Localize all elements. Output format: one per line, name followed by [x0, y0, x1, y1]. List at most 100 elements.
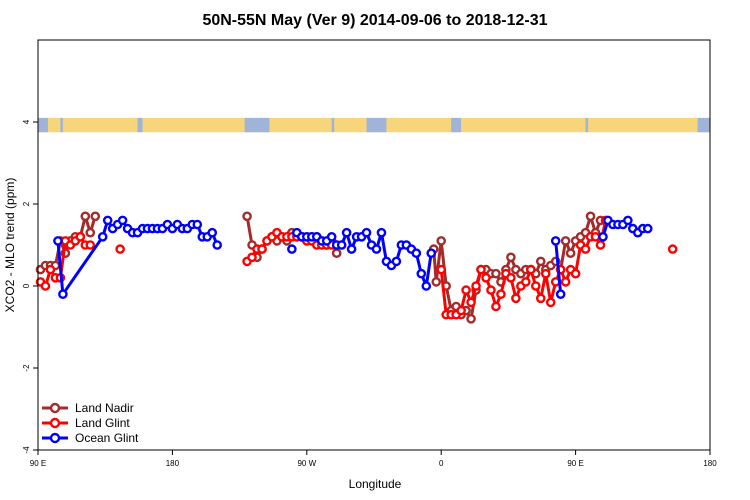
ocean-glint-point	[642, 223, 653, 234]
land-glint-point	[545, 297, 556, 308]
strip-ocean-segment	[585, 117, 589, 133]
legend-label-land-nadir: Land Nadir	[75, 401, 134, 415]
land-glint-point	[466, 297, 476, 308]
ocean-glint-point	[598, 231, 608, 242]
land-nadir-point	[90, 211, 101, 222]
x-tick-label: 90 E	[567, 459, 583, 468]
ocean-glint-point	[550, 236, 561, 246]
land-glint-point	[535, 293, 546, 304]
land-nadir-point	[85, 227, 96, 238]
legend-marker-land-nadir	[49, 402, 61, 414]
land-glint-point	[257, 244, 267, 254]
land-glint-point	[481, 272, 491, 283]
strip-ocean-segment	[697, 117, 710, 133]
land-glint-point	[595, 240, 606, 250]
x-tick-label: 180	[703, 459, 717, 468]
land-nadir-point	[491, 268, 501, 279]
land-nadir-point	[535, 256, 546, 267]
land-glint-point	[570, 268, 581, 279]
y-tick-label: 4	[22, 119, 31, 124]
ocean-glint-point	[421, 281, 432, 291]
land-glint-point	[530, 281, 541, 291]
land-nadir-point	[431, 277, 442, 287]
land-glint-point	[45, 264, 56, 275]
land-nadir-point	[242, 211, 252, 222]
land-nadir-point	[506, 252, 516, 263]
strip-ocean-segment	[331, 117, 335, 133]
legend-label-land-glint: Land Glint	[75, 416, 130, 430]
land-glint-point	[471, 281, 481, 291]
ocean-glint-point	[411, 248, 422, 258]
ocean-glint-point	[58, 289, 68, 300]
plot-frame	[37, 39, 711, 451]
ocean-glint-point	[391, 256, 402, 267]
strip-ocean-segment	[366, 117, 387, 133]
land-glint-point	[40, 281, 51, 291]
land-glint-point	[580, 244, 591, 254]
land-nadir-point	[466, 313, 476, 324]
land-glint-point	[247, 252, 257, 263]
ocean-glint-point	[341, 227, 352, 238]
land-glint-point	[590, 231, 601, 242]
x-tick-label: 0	[439, 459, 444, 468]
land-glint-point	[491, 301, 501, 312]
x-tick-label: 90 W	[297, 459, 316, 468]
ocean-glint-point	[287, 244, 297, 254]
ocean-glint-point	[192, 219, 203, 230]
land-glint-point	[461, 285, 471, 295]
strip-ocean-segment	[244, 117, 270, 133]
ocean-glint-point	[326, 231, 337, 242]
strip-ocean-segment	[451, 117, 462, 133]
ocean-glint-point	[371, 244, 382, 254]
land-glint-point	[511, 293, 521, 304]
legend-label-ocean-glint: Ocean Glint	[75, 431, 139, 445]
land-glint-point	[456, 305, 466, 316]
strip-ocean-segment	[137, 117, 143, 133]
ocean-glint-point	[53, 236, 63, 246]
axes-layer: 90 E 180 90 W 0 90 E 180 -4 -2 0 2 4	[22, 119, 717, 468]
land-nadir-point	[565, 248, 576, 258]
ocean-glint-point	[555, 289, 566, 300]
ocean-glint-point	[102, 215, 113, 226]
land-glint-point	[496, 289, 506, 300]
chart-title: 50N-55N May (Ver 9) 2014-09-06 to 2018-1…	[202, 12, 547, 29]
series-layer	[35, 211, 678, 324]
ocean-glint-point	[207, 227, 218, 238]
land-glint-point	[667, 244, 678, 254]
x-axis-label: Longitude	[349, 477, 402, 491]
ocean-glint-point	[361, 227, 372, 238]
land-glint-point	[540, 268, 551, 279]
ocean-glint-point	[346, 244, 357, 254]
land-nadir-point	[331, 248, 342, 258]
land-ocean-strip	[38, 117, 710, 133]
ocean-glint-line	[554, 240, 563, 295]
ocean-glint-point	[426, 248, 437, 258]
ocean-glint-point	[376, 227, 387, 238]
land-glint-point	[506, 272, 516, 283]
x-tick-label: 180	[166, 459, 180, 468]
ocean-glint-point	[623, 215, 633, 226]
y-tick-label: 2	[22, 201, 31, 206]
y-axis-label: XCO2 - MLO trend (ppm)	[3, 178, 17, 313]
land-glint-point	[75, 231, 86, 242]
land-glint-point	[85, 240, 96, 250]
land-glint-point	[476, 264, 486, 275]
land-glint-point	[526, 264, 536, 275]
land-nadir-point	[436, 236, 447, 246]
land-glint-point	[115, 244, 125, 254]
ocean-glint-point	[117, 215, 128, 226]
legend-marker-ocean-glint	[49, 432, 61, 444]
land-glint-point	[560, 277, 571, 287]
ocean-glint-point	[416, 268, 427, 279]
strip-ocean-segment	[38, 117, 48, 133]
legend-marker-land-glint	[49, 417, 61, 429]
y-tick-label: -4	[22, 446, 31, 454]
y-tick-label: 0	[22, 283, 31, 288]
land-glint-point	[436, 264, 447, 275]
y-tick-label: -2	[22, 364, 31, 372]
x-tick-label: 90 E	[30, 459, 46, 468]
land-nadir-point	[585, 211, 596, 222]
land-glint-point	[521, 277, 531, 287]
